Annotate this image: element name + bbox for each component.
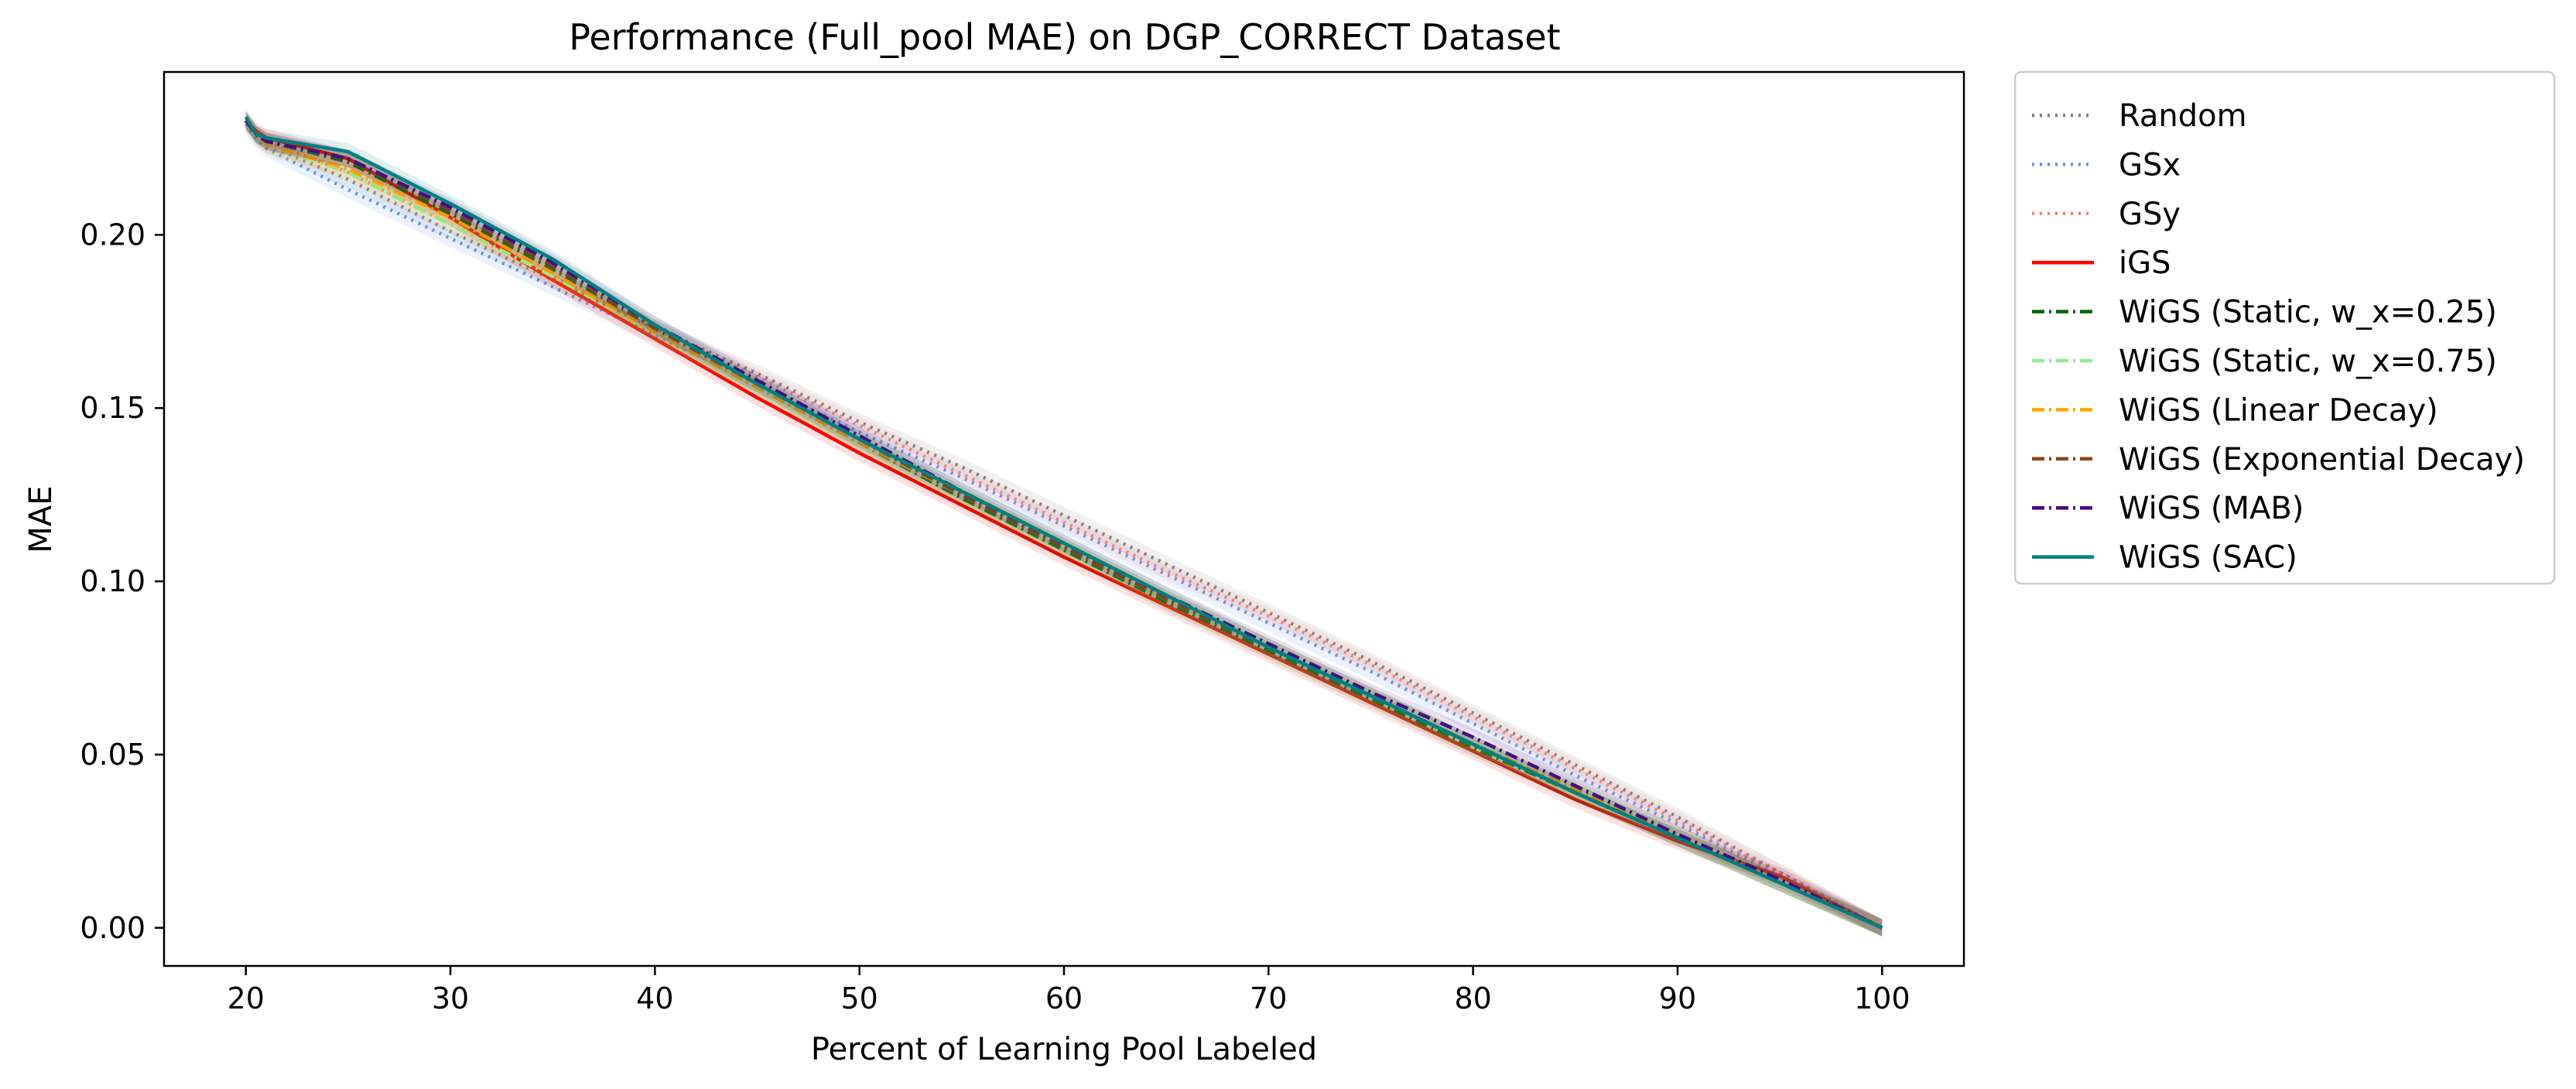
y-tick-label: 0.15 [80,391,145,425]
series-line-0 [244,122,1883,930]
legend-label-1: GSx [2119,147,2181,183]
series-line-6 [244,119,1883,930]
y-axis-label: MAE [23,485,59,553]
y-tick-label: 0.10 [80,564,145,598]
legend-label-8: WiGS (MAB) [2119,491,2304,526]
series-layer [244,108,1883,937]
chart-title: Performance (Full_pool MAE) on DGP_CORRE… [569,16,1560,58]
legend-label-3: iGS [2119,245,2171,281]
x-tick-label: 60 [1045,981,1083,1015]
y-tick-label: 0.20 [80,217,145,252]
legend-label-0: Random [2119,98,2247,134]
plot-area-frame [162,70,1965,967]
y-axis: 0.00 0.05 0.10 0.15 0.20 [80,217,164,945]
legend-box [2013,70,2556,585]
series-line-2 [244,119,1883,930]
x-tick-label: 20 [227,981,265,1015]
x-tick-label: 70 [1250,981,1287,1015]
series-band-8 [245,111,1883,937]
x-tick-label: 40 [636,981,673,1015]
x-tick-label: 80 [1454,981,1491,1015]
y-tick-label: 0.05 [80,738,145,772]
legend: Random GSx GSy iGS WiGS (Static, w_x=0.25) Wi… [2013,70,2556,585]
series-band-0 [245,115,1883,937]
legend-label-2: GSy [2119,197,2181,232]
x-tick-label: 90 [1659,981,1696,1015]
x-tick-label: 100 [1854,981,1911,1015]
x-axis: 20 30 40 50 60 70 80 90 100 [227,966,1911,1015]
legend-label-6: WiGS (Linear Decay) [2119,392,2438,428]
legend-label-7: WiGS (Exponential Decay) [2119,442,2525,478]
series-line-8 [244,119,1883,930]
legend-label-9: WiGS (SAC) [2119,540,2297,576]
series-line-9 [244,116,1883,930]
y-tick-label: 0.00 [80,911,145,945]
legend-label-4: WiGS (Static, w_x=0.25) [2119,295,2497,330]
x-tick-label: 30 [432,981,469,1015]
x-axis-label: Percent of Learning Pool Labeled [811,1032,1317,1067]
series-band-9 [245,108,1883,937]
legend-label-5: WiGS (Static, w_x=0.75) [2119,344,2497,379]
x-tick-label: 50 [841,981,878,1015]
